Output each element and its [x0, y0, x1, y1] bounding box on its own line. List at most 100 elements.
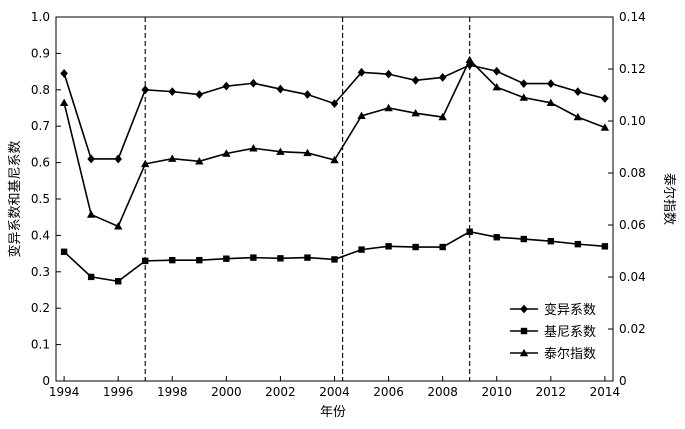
y-right-tick-label: 0.06 [619, 218, 646, 232]
y-left-tick-label: 1.0 [31, 10, 50, 24]
data-point [466, 228, 473, 235]
legend-label: 泰尔指数 [544, 347, 596, 362]
data-point [412, 243, 419, 251]
data-point [493, 234, 500, 241]
series-line [63, 64, 606, 160]
y-right-tick-label: 0.08 [619, 166, 646, 180]
y-right-tick-label: 0.14 [619, 10, 646, 24]
data-point [520, 235, 527, 243]
x-tick-label: 2004 [319, 385, 350, 399]
y-left-tick-label: 0.3 [31, 265, 50, 279]
data-point [438, 112, 447, 121]
data-point [195, 90, 204, 99]
y-left-tick-label: 0.8 [31, 83, 50, 97]
x-tick-label: 1994 [49, 385, 80, 399]
legend-item: 泰尔指数 [510, 347, 596, 362]
data-point [168, 87, 177, 97]
data-point [601, 243, 609, 250]
data-point [168, 154, 177, 162]
x-tick-label: 2000 [211, 385, 242, 399]
y-axis-title-left: 变异系数和基尼系数 [7, 140, 23, 257]
data-point [222, 81, 231, 91]
legend-item: 变异系数 [510, 302, 596, 318]
data-point [250, 254, 257, 261]
x-tick-label: 1998 [157, 385, 188, 399]
legend-label: 基尼系数 [544, 325, 596, 340]
y-left-tick-label: 0.4 [31, 228, 50, 242]
data-point [169, 256, 176, 264]
data-point [519, 93, 528, 101]
legend-marker [520, 304, 528, 314]
axis-ticks: 1994 1996 1998 2000 2002 2004 2006 2008 2010 2012… [31, 10, 646, 399]
data-point [86, 210, 96, 218]
y-left-tick-label: 0.7 [31, 119, 50, 133]
data-point [492, 66, 501, 76]
x-tick-label: 2002 [265, 385, 296, 399]
x-tick-label: 2010 [481, 385, 512, 399]
data-point [330, 155, 339, 164]
data-point [573, 112, 583, 121]
x-tick-label: 2012 [536, 385, 567, 399]
data-point [113, 222, 123, 230]
y-left-tick-label: 0.5 [31, 192, 50, 206]
data-point [574, 240, 582, 248]
x-axis-title: 年份 [320, 405, 346, 420]
data-point [249, 144, 258, 152]
x-tick-label: 2006 [373, 385, 404, 399]
data-point [303, 148, 312, 157]
data-point [222, 149, 231, 157]
data-point [492, 83, 501, 91]
y-right-tick-label: 0.02 [619, 322, 646, 336]
y-left-tick-label: 0.2 [31, 301, 50, 315]
data-point [330, 99, 339, 109]
data-point [60, 69, 68, 78]
y-left-tick-label: 0.1 [31, 338, 50, 352]
y-left-tick-label: 0.9 [31, 46, 50, 60]
y-left-tick-label: 0 [42, 374, 50, 388]
plot-frame [55, 16, 614, 382]
legend-marker [519, 348, 529, 357]
y-right-tick-label: 0.04 [619, 270, 646, 284]
y-left-tick-label: 0.6 [31, 156, 50, 170]
data-point [196, 256, 203, 264]
data-point [142, 257, 149, 265]
y-right-tick-label: 0 [619, 374, 627, 388]
y-right-tick-label: 0.10 [619, 114, 646, 128]
legend-label: 变异系数 [544, 302, 596, 318]
series-2 [60, 228, 609, 285]
data-point [276, 84, 285, 94]
data-point [411, 109, 420, 117]
data-point [141, 159, 150, 168]
data-point [87, 154, 95, 164]
data-point [276, 147, 285, 155]
data-point [546, 98, 556, 106]
data-point [600, 123, 610, 131]
data-point [357, 67, 366, 77]
data-point [384, 103, 393, 112]
y-right-tick-label: 0.12 [619, 62, 646, 76]
data-point [141, 85, 150, 95]
data-point [59, 98, 69, 106]
data-point [465, 55, 474, 64]
data-point [438, 73, 447, 82]
data-point [357, 111, 366, 119]
legend-item: 基尼系数 [510, 325, 596, 340]
data-point [385, 243, 392, 250]
plot-border [55, 16, 614, 382]
data-point [439, 243, 446, 251]
legend-marker [520, 327, 528, 335]
x-tick-label: 2008 [427, 385, 458, 399]
series-1 [60, 60, 609, 164]
data-point [547, 238, 555, 245]
data-point [601, 94, 609, 103]
series-3 [59, 55, 610, 230]
data-point [574, 87, 582, 97]
period-dividers [144, 17, 471, 381]
data-point [303, 90, 312, 99]
x-tick-label: 1996 [103, 385, 134, 399]
y-axis-title-right: 泰尔指数 [661, 173, 676, 225]
x-tick-label: 2014 [590, 385, 621, 399]
data-point [195, 157, 204, 165]
